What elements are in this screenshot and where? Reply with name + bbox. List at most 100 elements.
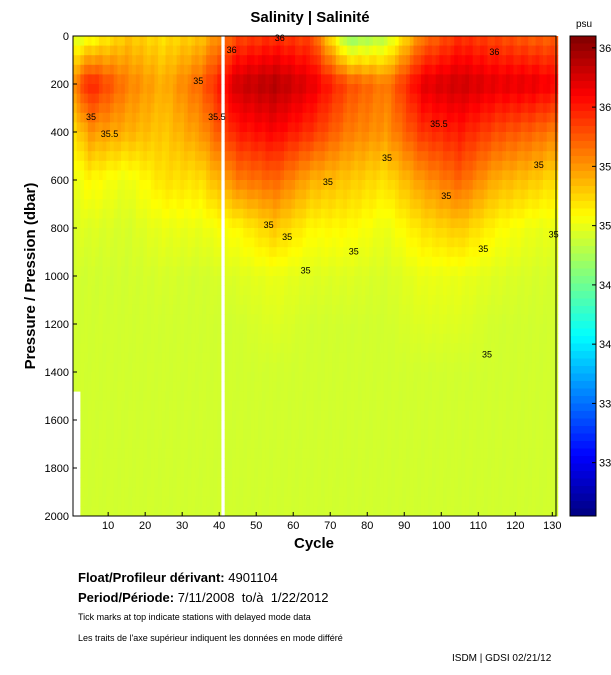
heatmap-cell <box>409 400 414 411</box>
heatmap-cell <box>154 141 159 152</box>
heatmap-cell <box>139 400 144 411</box>
heatmap-cell <box>291 112 296 123</box>
heatmap-cell <box>276 506 281 517</box>
heatmap-cell <box>102 362 107 373</box>
heatmap-cell <box>276 266 281 277</box>
heatmap-cell <box>147 352 152 363</box>
heatmap-cell <box>232 151 237 162</box>
heatmap-cell <box>276 170 281 181</box>
heatmap-cell <box>87 199 92 210</box>
heatmap-cell <box>195 55 200 66</box>
heatmap-cell <box>191 103 196 114</box>
heatmap-cell <box>358 180 363 190</box>
heatmap-cell <box>232 208 237 219</box>
heatmap-cell <box>191 132 196 142</box>
heatmap-cell <box>135 276 140 286</box>
heatmap-cell <box>235 362 240 373</box>
heatmap-cell <box>287 381 292 392</box>
heatmap-cell <box>235 304 240 315</box>
heatmap-cell <box>250 506 255 517</box>
heatmap-cell <box>243 55 248 66</box>
heatmap-cell <box>339 132 344 142</box>
heatmap-cell <box>372 112 377 123</box>
heatmap-cell <box>406 84 411 94</box>
heatmap-cell <box>147 237 152 248</box>
heatmap-cell <box>172 112 177 123</box>
heatmap-cell <box>361 199 366 210</box>
heatmap-cell <box>398 362 403 373</box>
heatmap-cell <box>354 314 359 325</box>
heatmap-cell <box>339 64 344 75</box>
heatmap-cell <box>313 247 318 258</box>
heatmap-cell <box>328 324 333 334</box>
heatmap-cell <box>387 45 392 56</box>
heatmap-cell <box>147 506 152 517</box>
heatmap-cell <box>435 400 440 411</box>
heatmap-cell <box>139 228 144 238</box>
heatmap-cell <box>424 84 429 94</box>
heatmap-cell <box>287 391 292 402</box>
heatmap-cell <box>413 333 418 344</box>
heatmap-cell <box>420 352 425 363</box>
heatmap-cell <box>358 410 363 421</box>
heatmap-cell <box>295 266 300 277</box>
heatmap-cell <box>139 352 144 363</box>
heatmap-cell <box>435 372 440 382</box>
heatmap-cell <box>87 45 92 56</box>
heatmap-cell <box>80 141 85 152</box>
heatmap-cell <box>376 256 381 267</box>
heatmap-cell <box>224 352 229 363</box>
heatmap-cell <box>147 276 152 286</box>
heatmap-cell <box>91 468 96 478</box>
heatmap-cell <box>343 477 348 488</box>
heatmap-cell <box>398 285 403 296</box>
heatmap-cell <box>158 247 163 258</box>
heatmap-cell <box>124 410 129 421</box>
heatmap-cell <box>235 410 240 421</box>
heatmap-cell <box>354 362 359 373</box>
heatmap-cell <box>147 381 152 392</box>
heatmap-cell <box>239 112 244 123</box>
heatmap-cell <box>128 74 133 85</box>
heatmap-cell <box>187 228 192 238</box>
heatmap-cell <box>409 276 414 286</box>
heatmap-cell <box>165 36 170 46</box>
heatmap-cell <box>350 64 355 75</box>
heatmap-cell <box>276 189 281 200</box>
heatmap-cell <box>339 448 344 459</box>
heatmap-cell <box>424 141 429 152</box>
heatmap-cell <box>176 189 181 200</box>
heatmap-cell <box>184 468 189 478</box>
heatmap-cell <box>258 84 263 94</box>
heatmap-cell <box>372 151 377 162</box>
heatmap-cell <box>202 151 207 162</box>
heatmap-cell <box>409 74 414 85</box>
heatmap-cell <box>254 487 259 498</box>
heatmap-cell <box>324 314 329 325</box>
heatmap-cell <box>265 218 270 229</box>
heatmap-cell <box>95 333 100 344</box>
heatmap-cell <box>232 170 237 181</box>
heatmap-cell <box>84 343 89 354</box>
heatmap-cell <box>202 352 207 363</box>
heatmap-cell <box>269 487 274 498</box>
heatmap-cell <box>350 429 355 440</box>
heatmap-cell <box>443 160 448 171</box>
heatmap-cell <box>110 477 115 488</box>
heatmap-cell <box>391 64 396 75</box>
heatmap-cell <box>395 372 400 382</box>
heatmap-cell <box>165 256 170 267</box>
heatmap-cell <box>435 256 440 267</box>
heatmap-cell <box>147 228 152 238</box>
heatmap-cell <box>224 93 229 104</box>
heatmap-cell <box>224 141 229 152</box>
heatmap-cell <box>354 218 359 229</box>
heatmap-cell <box>372 410 377 421</box>
heatmap-cell <box>350 343 355 354</box>
heatmap-cell <box>328 420 333 430</box>
heatmap-cell <box>98 420 103 430</box>
heatmap-cell <box>417 333 422 344</box>
heatmap-cell <box>180 45 185 56</box>
heatmap-cell <box>76 189 81 200</box>
heatmap-cell <box>424 237 429 248</box>
